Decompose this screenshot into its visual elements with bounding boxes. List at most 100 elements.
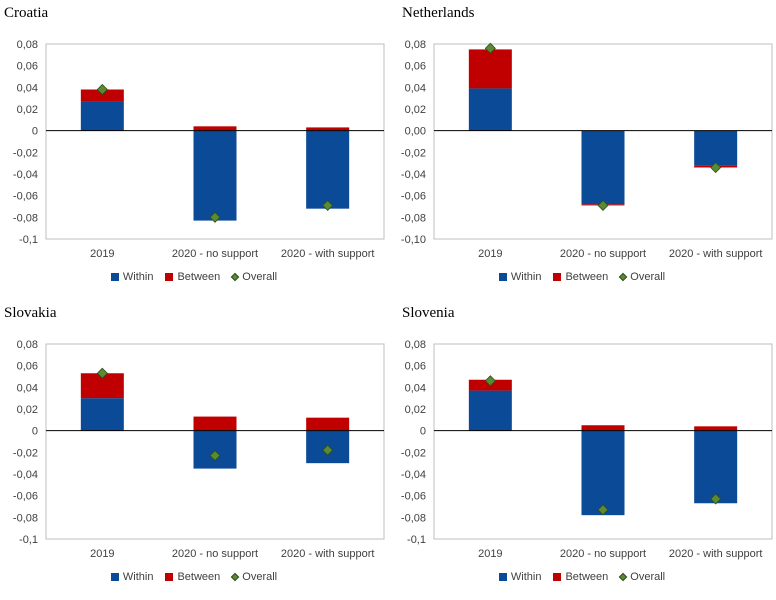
y-tick-label: -0,06	[401, 191, 426, 203]
bar-between	[193, 416, 237, 431]
y-tick-label: 0	[32, 426, 38, 438]
y-tick-label: -0,08	[401, 212, 426, 224]
legend-overall-label: Overall	[630, 571, 666, 583]
legend-within: Within	[498, 271, 541, 283]
y-tick-label: 0,02	[405, 404, 426, 416]
chart-legend: Within Between Overall	[0, 271, 388, 283]
chart-legend: Within Between Overall	[0, 571, 388, 583]
chart-panel-netherlands: Netherlands 0,08 0,06 0,04 0,02 0,00 -0,02 -0,…	[388, 0, 776, 300]
chart-legend: Within Between Overall	[388, 571, 776, 583]
overall-marker	[710, 493, 722, 505]
within-swatch	[498, 573, 507, 581]
chart-panel-croatia: Croatia 0,08 0,06 0,04 0,02 0 -0,02 -0,04 -0,06…	[0, 0, 388, 300]
overall-diamond-icon	[231, 572, 240, 582]
overall-marker	[322, 199, 334, 211]
y-tick-label: -0,06	[13, 491, 38, 503]
x-tick-label: 2020 - with support	[281, 248, 375, 260]
between-swatch	[165, 273, 174, 281]
within-swatch	[110, 573, 119, 581]
chart-legend: Within Between Overall	[388, 271, 776, 283]
legend-within: Within	[110, 571, 154, 583]
x-tick-label: 2020 - no support	[172, 548, 258, 560]
legend-between-label: Between	[565, 271, 609, 283]
y-tick-label: 0,06	[405, 361, 426, 373]
y-tick-label: 0,08	[405, 39, 426, 51]
plot-area	[45, 343, 385, 540]
legend-overall-label: Overall	[242, 571, 278, 583]
y-tick-label: 0,04	[17, 82, 38, 94]
overall-marker	[597, 504, 609, 516]
y-tick-label: -0,04	[13, 169, 38, 181]
y-tick-label: 0,06	[405, 61, 426, 73]
legend-between-label: Between	[177, 271, 221, 283]
legend-within: Within	[110, 271, 154, 283]
legend-overall-label: Overall	[630, 271, 666, 283]
legend-overall-label: Overall	[242, 271, 278, 283]
chart-plot: 0,08 0,06 0,04 0,02 0,00 -0,02 -0,04 -0,06 -0,08…	[401, 39, 773, 260]
plot-area	[45, 43, 385, 240]
bar-within	[80, 398, 124, 431]
y-tick-label: -0,1	[19, 234, 38, 246]
legend-between-label: Between	[177, 571, 221, 583]
bar-between	[306, 417, 350, 431]
within-swatch	[498, 273, 507, 281]
between-swatch	[165, 573, 174, 581]
legend-between: Between	[553, 271, 608, 283]
y-tick-label: -0,1	[407, 534, 426, 546]
plot-area	[433, 343, 773, 540]
y-tick-label: 0,00	[405, 126, 426, 138]
overall-diamond-icon	[619, 572, 628, 582]
overall-diamond-icon	[231, 272, 240, 282]
y-tick-label: 0,04	[405, 382, 426, 394]
legend-overall: Overall	[619, 271, 666, 283]
overall-marker	[96, 367, 108, 379]
y-tick-label: 0,04	[17, 382, 38, 394]
y-tick-label: -0,04	[401, 169, 426, 181]
y-tick-label: 0	[420, 426, 426, 438]
bar-within	[306, 130, 350, 209]
chart-panel-slovakia: Slovakia 0,08 0,06 0,04 0,02 0 -0,02 -0,04 -0,0…	[0, 300, 388, 600]
bar-between	[468, 49, 512, 89]
overall-marker	[710, 161, 722, 174]
between-swatch	[553, 573, 562, 581]
chart-title: Croatia	[4, 5, 49, 21]
y-tick-label: 0	[32, 126, 38, 138]
overall-marker	[322, 444, 334, 456]
y-tick-label: -0,02	[13, 447, 38, 459]
overall-marker	[209, 211, 221, 223]
x-tick-label: 2020 - with support	[281, 548, 375, 560]
y-tick-label: 0,08	[405, 339, 426, 351]
legend-within-label: Within	[510, 571, 542, 583]
y-tick-label: -0,02	[401, 447, 426, 459]
y-tick-label: -0,08	[13, 512, 38, 524]
overall-marker	[484, 42, 496, 54]
legend-within-label: Within	[122, 271, 154, 283]
bar-between	[306, 127, 350, 131]
overall-marker	[209, 450, 221, 462]
bar-within	[193, 130, 237, 221]
legend-between-label: Between	[565, 571, 609, 583]
bar-within	[468, 390, 512, 431]
y-tick-label: -0,1	[19, 534, 38, 546]
bar-between	[193, 126, 237, 131]
x-tick-label: 2020 - with support	[669, 548, 763, 560]
chart-plot: 0,08 0,06 0,04 0,02 0 -0,02 -0,04 -0,06 -0,08 -0,…	[13, 339, 385, 560]
plot-area	[433, 43, 773, 240]
y-tick-label: -0,08	[401, 512, 426, 524]
chart-plot: 0,08 0,06 0,04 0,02 0 -0,02 -0,04 -0,06 -0,08 -0,…	[13, 39, 385, 260]
between-swatch	[553, 273, 562, 281]
y-tick-label: 0,08	[17, 339, 38, 351]
y-tick-label: 0,06	[17, 61, 38, 73]
y-tick-label: -0,04	[401, 469, 426, 481]
legend-within: Within	[498, 571, 542, 583]
x-tick-label: 2020 - with support	[669, 248, 763, 260]
chart-title: Slovenia	[402, 305, 455, 321]
y-tick-label: 0,04	[405, 82, 426, 94]
y-tick-label: -0,04	[13, 469, 38, 481]
y-tick-label: -0,06	[401, 491, 426, 503]
bar-between	[80, 89, 124, 102]
y-tick-label: -0,02	[13, 147, 38, 159]
y-tick-label: -0,06	[13, 191, 38, 203]
legend-within-label: Within	[122, 571, 154, 583]
y-tick-label: 0,06	[17, 361, 38, 373]
